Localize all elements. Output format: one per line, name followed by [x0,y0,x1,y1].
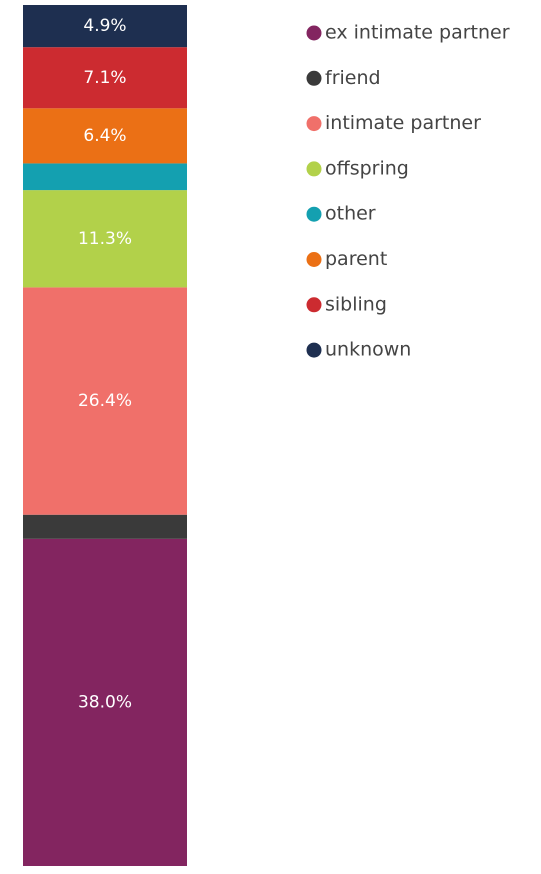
legend-marker [306,206,322,222]
legend-marker [306,161,322,177]
data-label: 26.4% [78,391,132,411]
legend-label: offspring [325,157,409,179]
legend-label: unknown [325,339,411,361]
bar-segment [23,514,187,539]
data-label: 6.4% [83,126,126,146]
data-label: 4.9% [83,16,126,36]
bar-segment [23,108,187,164]
legend-marker [306,297,322,313]
legend-marker [306,342,322,358]
legend-label: parent [325,248,387,270]
legend-label: intimate partner [325,112,481,134]
legend-label: ex intimate partner [325,22,510,44]
bar-segment [23,47,187,109]
bar-segment [23,163,187,191]
legend-marker [306,25,322,41]
data-label: 38.0% [78,692,132,712]
legend-label: sibling [325,293,387,315]
bar-segment [23,287,187,515]
legend-label: friend [325,67,381,89]
bar-segment [23,5,187,48]
data-label: 11.3% [78,229,132,249]
legend-marker [306,70,322,86]
bar-segment [23,538,187,866]
legend-marker [306,116,322,132]
legend-marker [306,252,322,267]
legend-label: other [325,203,376,225]
data-label: 7.1% [83,68,126,88]
bar-segment [23,190,187,288]
